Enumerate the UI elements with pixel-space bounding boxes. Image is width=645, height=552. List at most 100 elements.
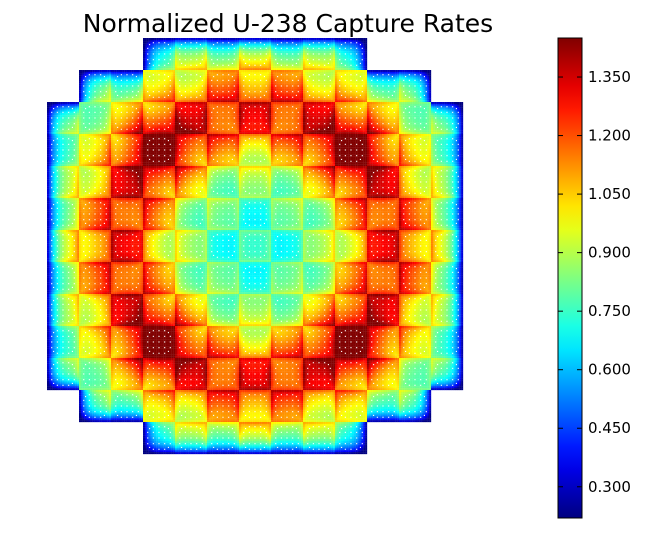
guide-tube-dot [292, 65, 293, 66]
heatmap-cell [311, 47, 313, 49]
heatmap-cell [213, 42, 215, 44]
heatmap-cell [198, 76, 200, 78]
heatmap-cell [343, 44, 345, 46]
heatmap-cell [279, 51, 281, 53]
heatmap-cell [186, 59, 188, 61]
heatmap-cell [312, 38, 314, 40]
heatmap-cell [137, 74, 139, 76]
heatmap-cell [196, 78, 198, 80]
heatmap-cell [173, 100, 175, 102]
heatmap-cell [226, 57, 228, 59]
heatmap-cell [198, 98, 200, 100]
heatmap-cell [117, 91, 119, 93]
heatmap-cell [314, 51, 316, 53]
heatmap-cell [311, 66, 313, 68]
heatmap-cell [228, 70, 230, 72]
guide-tube-dot [196, 65, 197, 66]
heatmap-cell [134, 70, 136, 72]
heatmap-cell [98, 87, 100, 89]
heatmap-cell [143, 53, 145, 55]
heatmap-cell [352, 46, 354, 48]
heatmap-cell [132, 94, 134, 96]
heatmap-cell [247, 40, 249, 42]
heatmap-cell [175, 91, 177, 93]
heatmap-cell [190, 68, 192, 70]
heatmap-cell [354, 55, 356, 57]
heatmap-cell [177, 100, 179, 102]
heatmap-cell [260, 44, 262, 46]
heatmap-cell [352, 40, 354, 42]
guide-tube-dot [266, 59, 267, 60]
heatmap-cell [100, 100, 102, 102]
heatmap-cell [139, 98, 141, 100]
heatmap-cell [335, 51, 337, 53]
heatmap-cell [96, 85, 98, 87]
heatmap-cell [295, 49, 297, 51]
heatmap-cell [196, 94, 198, 96]
heatmap-cell [218, 40, 220, 42]
heatmap-cell [226, 78, 228, 80]
heatmap-cell [294, 55, 296, 57]
heatmap-cell [198, 81, 200, 83]
heatmap-cell [117, 93, 119, 95]
heatmap-cell [145, 91, 147, 93]
heatmap-cell [275, 44, 277, 46]
heatmap-cell [233, 44, 235, 46]
heatmap-cell [179, 61, 181, 63]
heatmap-cell [83, 81, 85, 83]
heatmap-cell [154, 91, 156, 93]
heatmap-cell [279, 53, 281, 55]
heatmap-cell [94, 76, 96, 78]
heatmap-cell [222, 83, 224, 85]
heatmap-cell [160, 85, 162, 87]
heatmap-cell [239, 51, 241, 53]
heatmap-cell [258, 57, 260, 59]
heatmap-cell [239, 64, 241, 66]
heatmap-cell [265, 61, 267, 63]
heatmap-cell [235, 78, 237, 80]
heatmap-cell [247, 44, 249, 46]
heatmap-cell [94, 93, 96, 95]
heatmap-cell [290, 59, 292, 61]
heatmap-cell [316, 47, 318, 49]
heatmap-cell [85, 89, 87, 91]
heatmap-cell [122, 78, 124, 80]
heatmap-cell [183, 42, 185, 44]
heatmap-cell [96, 70, 98, 72]
heatmap-cell [305, 61, 307, 63]
heatmap-cell [152, 76, 154, 78]
heatmap-cell [290, 61, 292, 63]
heatmap-cell [275, 49, 277, 51]
heatmap-cell [209, 53, 211, 55]
heatmap-cell [356, 66, 358, 68]
heatmap-cell [141, 94, 143, 96]
heatmap-cell [233, 64, 235, 66]
heatmap-cell [147, 62, 149, 64]
heatmap-plot [47, 38, 463, 454]
heatmap-cell [184, 57, 186, 59]
heatmap-cell [254, 49, 256, 51]
heatmap-cell [147, 66, 149, 68]
heatmap-cell [109, 85, 111, 87]
heatmap-cell [117, 74, 119, 76]
heatmap-cell [181, 53, 183, 55]
heatmap-cell [156, 98, 158, 100]
heatmap-cell [194, 59, 196, 61]
heatmap-cell [160, 76, 162, 78]
heatmap-cell [145, 100, 147, 102]
heatmap-cell [137, 83, 139, 85]
guide-tube-dot [324, 48, 325, 49]
heatmap-cell [250, 42, 252, 44]
heatmap-cell [171, 72, 173, 74]
heatmap-cell [324, 38, 326, 40]
guide-tube-dot [89, 91, 90, 92]
heatmap-cell [331, 62, 333, 64]
heatmap-cell [329, 62, 331, 64]
guide-tube-dot [296, 44, 297, 45]
heatmap-cell [220, 57, 222, 59]
heatmap-cell [156, 93, 158, 95]
heatmap-cell [269, 44, 271, 46]
heatmap-cell [192, 68, 194, 70]
heatmap-cell [262, 40, 264, 42]
heatmap-cell [218, 68, 220, 70]
